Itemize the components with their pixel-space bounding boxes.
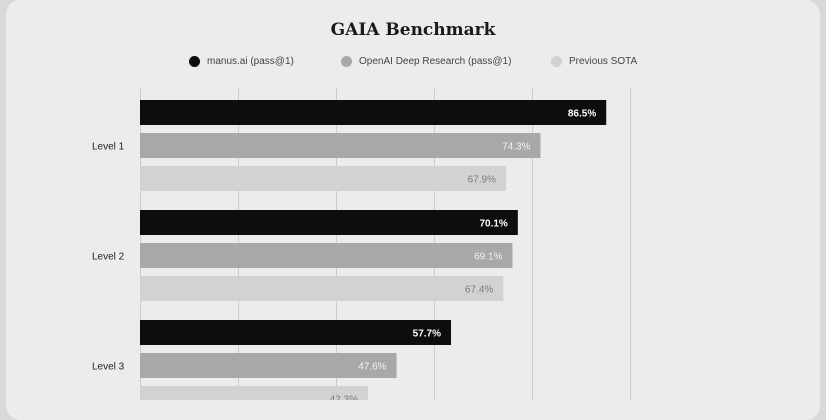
bar-openai-deep-research-pass-1-level-1 [140,133,541,158]
value-label-manus-ai-pass-1-level-1: 86.5% [568,109,596,120]
value-label-manus-ai-pass-1-level-3: 57.7% [413,329,441,340]
bar-chart: Level 1 86.5% 74.3% 67.9% Level 2 70.1% 69.1% 6… [92,88,631,401]
value-label-openai-deep-research-pass-1-level-1: 74.3% [502,142,530,153]
value-label-previous-sota-level-1: 67.9% [468,175,496,186]
value-label-previous-sota-level-3: 42.3% [330,395,358,401]
bar-manus-ai-pass-1-level-2 [140,210,518,235]
legend-swatch-manus [189,55,200,67]
bar-previous-sota-level-1 [140,166,506,191]
legend-label-openai: OpenAI Deep Research (pass@1) [359,55,512,67]
legend-swatch-openai [341,55,352,67]
bar-openai-deep-research-pass-1-level-3 [140,353,397,378]
category-label-level-2: Level 2 [92,252,125,263]
bar-openai-deep-research-pass-1-level-2 [140,243,513,268]
bar-previous-sota-level-2 [140,276,504,301]
legend-item-previous-sota: Previous SOTA [551,54,637,68]
legend-item-manus: manus.ai (pass@1) [189,54,294,68]
category-label-level-3: Level 3 [92,362,125,373]
category-label-level-1: Level 1 [92,142,125,153]
bar-manus-ai-pass-1-level-1 [140,100,607,125]
bar-manus-ai-pass-1-level-3 [140,320,452,345]
legend-label-manus: manus.ai (pass@1) [207,55,294,67]
legend-swatch-previous-sota [551,55,562,67]
value-label-openai-deep-research-pass-1-level-2: 69.1% [474,252,502,263]
bar-previous-sota-level-3 [140,386,368,400]
chart-title: GAIA Benchmark [330,20,496,40]
legend-item-openai: OpenAI Deep Research (pass@1) [341,54,511,68]
legend-label-previous-sota: Previous SOTA [569,55,638,67]
value-label-openai-deep-research-pass-1-level-3: 47.6% [358,362,386,373]
value-label-manus-ai-pass-1-level-2: 70.1% [479,219,507,230]
value-label-previous-sota-level-2: 67.4% [465,285,493,296]
